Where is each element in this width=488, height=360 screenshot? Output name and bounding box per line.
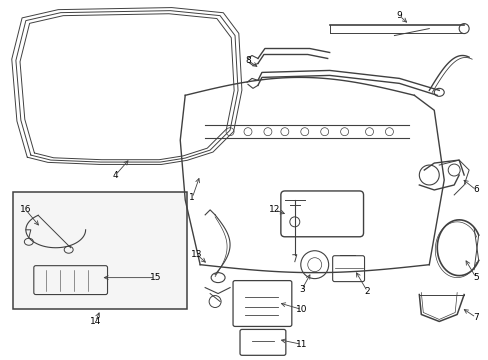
FancyBboxPatch shape — [13, 192, 187, 310]
Text: 10: 10 — [295, 305, 307, 314]
Text: 3: 3 — [298, 285, 304, 294]
Text: 14: 14 — [90, 317, 101, 326]
Text: 16: 16 — [20, 206, 32, 215]
Text: 1: 1 — [189, 193, 195, 202]
Text: 6: 6 — [472, 185, 478, 194]
Text: 8: 8 — [244, 56, 250, 65]
Text: 11: 11 — [295, 340, 307, 349]
Text: 2: 2 — [364, 287, 369, 296]
Text: 9: 9 — [396, 11, 402, 20]
Text: 7: 7 — [472, 313, 478, 322]
Text: 13: 13 — [191, 250, 203, 259]
Text: 4: 4 — [112, 171, 118, 180]
Text: 15: 15 — [149, 273, 161, 282]
Text: 12: 12 — [269, 206, 280, 215]
Text: 5: 5 — [472, 273, 478, 282]
